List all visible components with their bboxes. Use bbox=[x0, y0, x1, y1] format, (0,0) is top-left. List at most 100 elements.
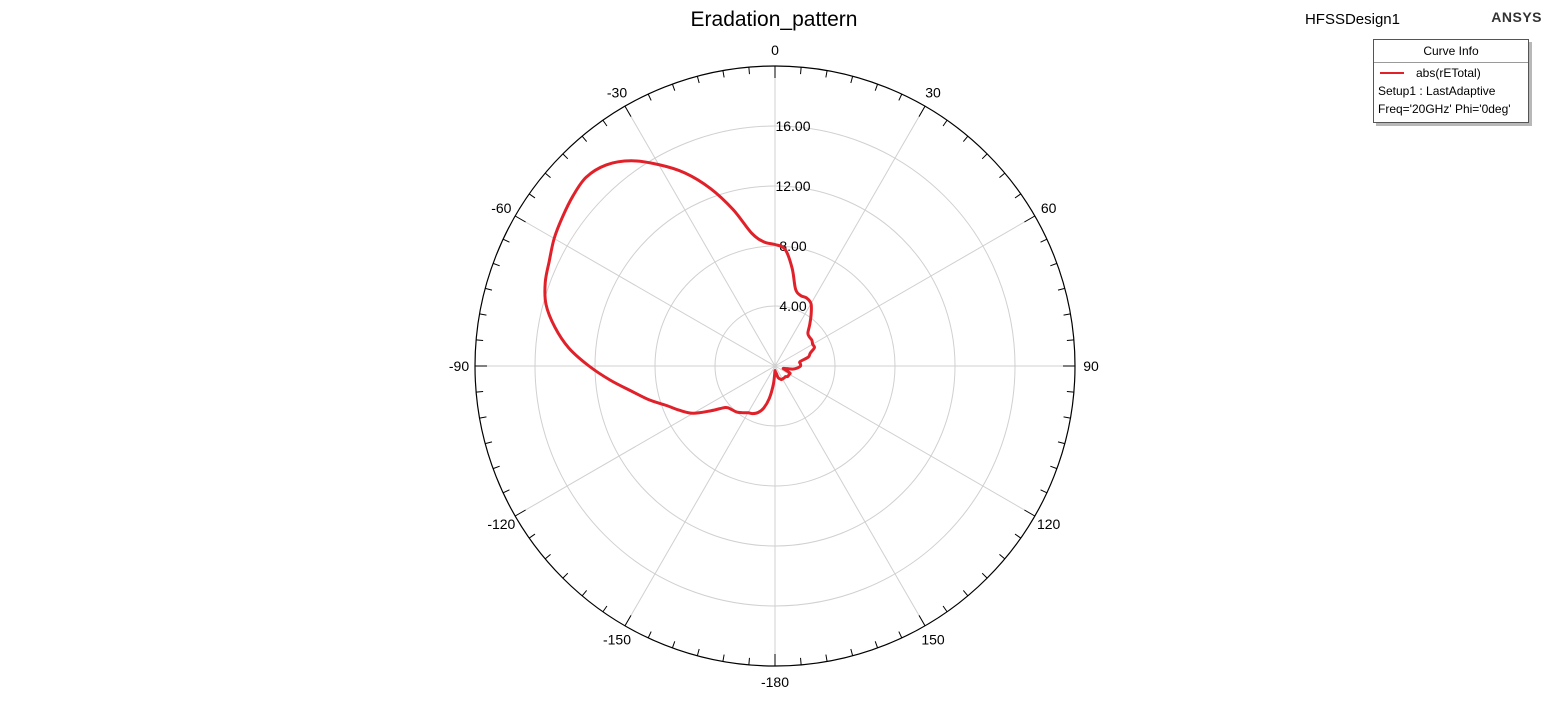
tick-mark bbox=[1014, 533, 1022, 539]
angle-labels: 0 30 60 90 120 150 -180 -150 -120 -90 -60 -30 bbox=[449, 42, 1099, 690]
radial-tick-label: 12.00 bbox=[775, 178, 810, 194]
tick-mark bbox=[647, 631, 652, 639]
tick-mark bbox=[492, 262, 500, 267]
angle-tick-label: 90 bbox=[1083, 358, 1099, 374]
legend-setup: Setup1 : LastAdaptive bbox=[1378, 84, 1496, 98]
tick-mark bbox=[647, 93, 652, 101]
tick-mark bbox=[999, 172, 1006, 179]
angle-tick-label: 30 bbox=[925, 84, 941, 100]
tick-mark bbox=[942, 605, 948, 613]
tick-mark bbox=[696, 648, 700, 656]
spoke-line bbox=[514, 215, 776, 367]
angle-tick-label: -120 bbox=[487, 516, 515, 532]
spoke-line bbox=[624, 105, 776, 367]
tick-mark bbox=[800, 657, 802, 665]
tick-mark bbox=[850, 648, 854, 656]
tick-mark bbox=[962, 135, 969, 142]
tick-mark bbox=[671, 641, 676, 649]
tick-mark bbox=[800, 67, 802, 75]
tick-mark bbox=[1024, 215, 1036, 223]
tick-mark bbox=[544, 172, 551, 179]
tick-mark bbox=[1057, 441, 1065, 445]
spoke-line bbox=[514, 365, 776, 517]
series-layer bbox=[543, 159, 816, 416]
radial-tick-label: 16.00 bbox=[775, 118, 810, 134]
tick-mark bbox=[1066, 339, 1074, 341]
tick-mark bbox=[748, 657, 750, 665]
tick-mark bbox=[1063, 313, 1071, 316]
tick-mark bbox=[981, 153, 988, 160]
tick-mark bbox=[942, 119, 948, 127]
tick-mark bbox=[898, 93, 903, 101]
brand-logo: ANSYS bbox=[1491, 9, 1542, 25]
tick-mark bbox=[514, 509, 526, 517]
angle-tick-label: 150 bbox=[921, 632, 945, 648]
tick-mark bbox=[825, 654, 828, 662]
tick-mark bbox=[581, 590, 588, 597]
tick-mark bbox=[602, 605, 608, 613]
legend-entry[interactable]: abs(rETotal) bbox=[1374, 63, 1528, 82]
tick-mark bbox=[1040, 489, 1048, 494]
tick-mark bbox=[1066, 391, 1074, 393]
legend-heading: Curve Info bbox=[1374, 40, 1528, 63]
tick-mark bbox=[479, 313, 487, 316]
tick-mark bbox=[874, 641, 879, 649]
tick-mark bbox=[624, 615, 632, 627]
tick-mark bbox=[502, 489, 510, 494]
grid-circle bbox=[594, 185, 956, 547]
tick-mark bbox=[602, 119, 608, 127]
grid-circle bbox=[714, 305, 836, 427]
tick-mark bbox=[918, 105, 926, 117]
tick-mark bbox=[962, 590, 969, 597]
tick-mark bbox=[748, 67, 750, 75]
tick-mark bbox=[479, 416, 487, 419]
angle-tick-label: -180 bbox=[761, 674, 789, 690]
series-line-abs-retotal bbox=[543, 159, 816, 416]
angle-tick-label: -90 bbox=[449, 358, 469, 374]
tick-mark bbox=[502, 238, 510, 243]
tick-mark bbox=[562, 153, 569, 160]
tick-mark bbox=[825, 70, 828, 78]
tick-mark bbox=[671, 83, 676, 91]
chart-title: Eradation_pattern bbox=[690, 8, 858, 31]
tick-mark bbox=[492, 465, 500, 470]
tick-mark bbox=[485, 441, 493, 445]
spoke-line bbox=[624, 365, 776, 627]
outer-ticks bbox=[475, 66, 1075, 666]
legend-sweep: Freq='20GHz' Phi='0deg' bbox=[1378, 102, 1511, 116]
tick-mark bbox=[476, 391, 484, 393]
angle-tick-label: 120 bbox=[1037, 516, 1061, 532]
tick-mark bbox=[999, 553, 1006, 560]
tick-mark bbox=[476, 339, 484, 341]
spoke-line bbox=[774, 365, 1036, 517]
tick-mark bbox=[1040, 238, 1048, 243]
tick-mark bbox=[1057, 287, 1065, 291]
tick-mark bbox=[1050, 465, 1058, 470]
tick-mark bbox=[485, 287, 493, 291]
tick-mark bbox=[722, 654, 725, 662]
angle-tick-label: -150 bbox=[603, 632, 631, 648]
spoke-line bbox=[774, 215, 1036, 367]
tick-mark bbox=[1063, 416, 1071, 419]
tick-mark bbox=[581, 135, 588, 142]
tick-mark bbox=[514, 215, 526, 223]
tick-mark bbox=[562, 572, 569, 579]
angle-tick-label: -30 bbox=[607, 84, 627, 100]
tick-mark bbox=[918, 615, 926, 627]
radial-tick-label: 4.00 bbox=[779, 298, 806, 314]
tick-mark bbox=[528, 193, 536, 199]
tick-mark bbox=[696, 76, 700, 84]
angle-tick-label: -60 bbox=[491, 200, 511, 216]
tick-mark bbox=[624, 105, 632, 117]
tick-mark bbox=[874, 83, 879, 91]
tick-mark bbox=[544, 553, 551, 560]
tick-mark bbox=[722, 70, 725, 78]
design-name: HFSSDesign1 bbox=[1304, 11, 1400, 28]
tick-mark bbox=[1050, 262, 1058, 267]
legend-swatch bbox=[1380, 72, 1404, 74]
tick-mark bbox=[850, 76, 854, 84]
spoke-line bbox=[774, 365, 926, 627]
curve-info-legend[interactable]: Curve Info abs(rETotal) Setup1 : LastAda… bbox=[1373, 39, 1529, 123]
